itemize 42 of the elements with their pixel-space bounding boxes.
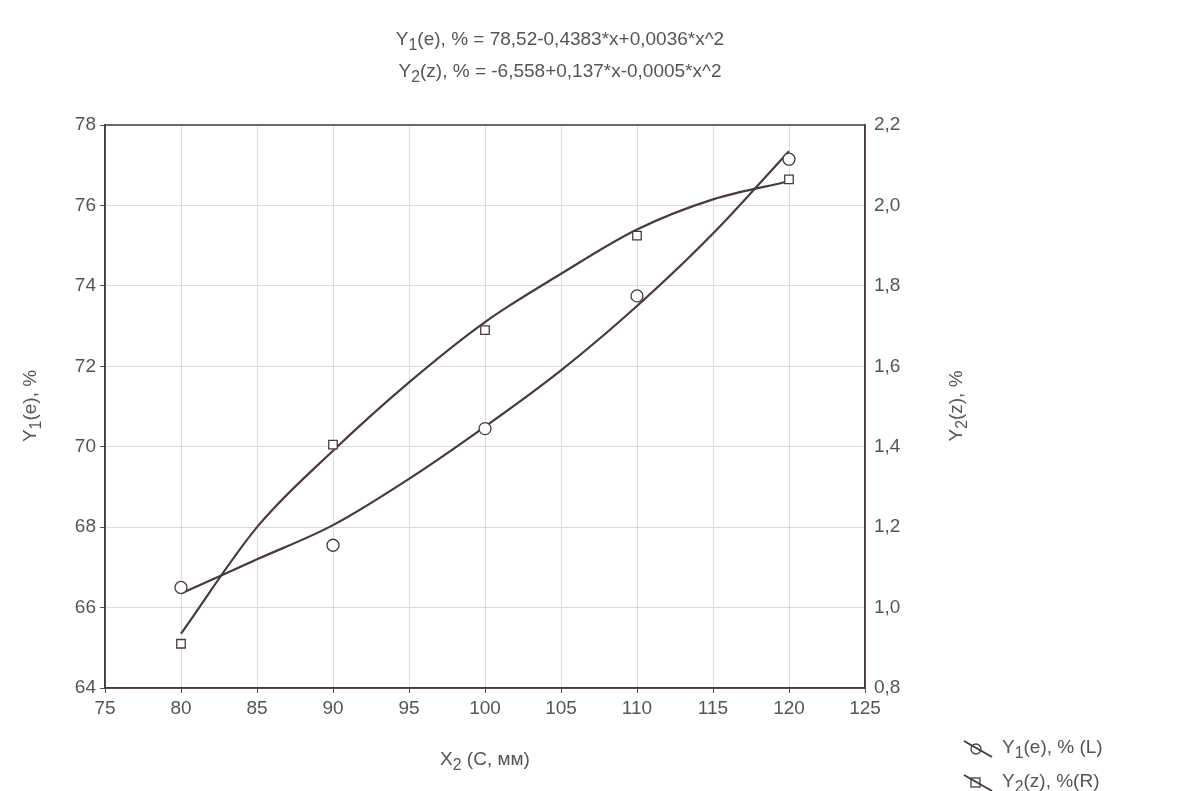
- point: [632, 230, 642, 241]
- point: [174, 580, 188, 595]
- x-tick-label: 110: [621, 696, 653, 718]
- chart-subtitle: Y$_{2}$(z), % = -6,558+0,137*x-0,0005*x^2: [398, 60, 722, 86]
- y-tick-label: 68: [74, 515, 96, 537]
- y-tick-label: 76: [74, 193, 96, 215]
- y-tick-label: 64: [74, 676, 97, 698]
- y-tick-label: 78: [74, 113, 96, 135]
- y2-tick-label: 0,8: [874, 676, 901, 698]
- x-tick-label: 75: [94, 696, 116, 718]
- point: [782, 152, 796, 166]
- y2-tick-label: 1,0: [874, 595, 901, 617]
- y-tick-label: 70: [74, 434, 96, 456]
- x-tick-label: 90: [322, 696, 344, 718]
- x-axis-title: X$_{2}$ (C, мм): [440, 748, 530, 774]
- x-tick-label: 100: [469, 696, 501, 718]
- x-tick-label: 105: [545, 696, 577, 718]
- legend-label: Y$_{2}$(z), %(R): [1002, 770, 1100, 791]
- point: [176, 638, 186, 649]
- point: [326, 538, 340, 552]
- x-tick-label: 125: [849, 696, 881, 718]
- y2-tick-label: 1,6: [874, 354, 901, 376]
- x-tick-label: 115: [697, 696, 729, 718]
- point: [784, 174, 794, 185]
- point: [478, 421, 492, 436]
- y2-tick-label: 2,0: [874, 193, 901, 215]
- y-tick-label: 66: [74, 595, 96, 617]
- x-tick-label: 120: [773, 696, 805, 718]
- y2-tick-label: 2,2: [874, 113, 901, 135]
- x-tick-label: 80: [170, 696, 192, 718]
- chart-title: Y$_{1}$(e), % = 78,52-0,4383*x+0,0036*x^2: [395, 28, 725, 54]
- point: [328, 439, 338, 450]
- y-tick-label: 74: [74, 274, 97, 296]
- y2-tick-label: 1,8: [874, 274, 901, 296]
- point: [480, 325, 490, 335]
- y2-tick-label: 1,2: [874, 515, 901, 537]
- y2-tick-label: 1,4: [874, 434, 901, 456]
- x-tick-label: 95: [398, 696, 420, 718]
- point: [630, 289, 644, 303]
- legend-label: Y$_{1}$(e), % (L): [1002, 736, 1103, 762]
- x-tick-label: 85: [246, 696, 268, 718]
- y-tick-label: 72: [74, 354, 96, 376]
